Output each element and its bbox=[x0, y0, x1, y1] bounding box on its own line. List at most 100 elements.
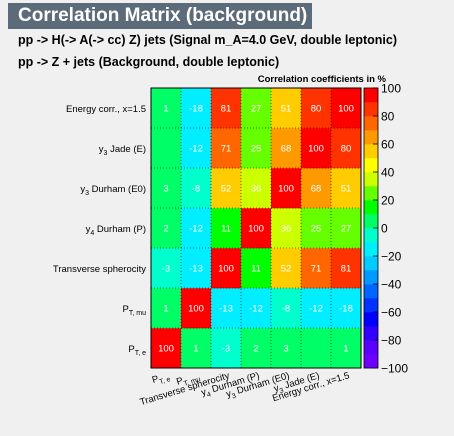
heatmap-cell bbox=[331, 208, 362, 249]
colorbar-segment bbox=[364, 130, 378, 145]
cell-value-label: 80 bbox=[311, 104, 322, 115]
heatmap-cell bbox=[301, 328, 332, 369]
cell-value-label: 81 bbox=[221, 104, 232, 115]
heatmap-cell bbox=[271, 168, 302, 209]
cell-value-label: 68 bbox=[311, 184, 322, 195]
cell-value-label: 1 bbox=[193, 344, 198, 355]
colorbar-segment bbox=[364, 172, 378, 187]
colorbar-segment bbox=[364, 88, 378, 103]
colorbar-segment bbox=[364, 102, 378, 117]
cell-value-label: 2 bbox=[163, 224, 168, 235]
heatmap-cell bbox=[301, 248, 332, 289]
heatmap-cell bbox=[211, 248, 242, 289]
heatmap-cell bbox=[151, 248, 182, 289]
cell-value-label: 100 bbox=[248, 224, 264, 235]
cell-value-label: 11 bbox=[251, 264, 261, 275]
cell-value-label: 81 bbox=[341, 264, 352, 275]
heatmap-cell bbox=[181, 128, 212, 169]
heatmap-cell bbox=[301, 288, 332, 329]
heatmap-cell bbox=[181, 288, 212, 329]
page-title: Correlation Matrix (background) bbox=[8, 3, 312, 29]
heatmap-cell bbox=[271, 128, 302, 169]
cell-value-label: 3 bbox=[163, 184, 168, 195]
heatmap-cell bbox=[241, 328, 272, 369]
heatmap-cell bbox=[181, 168, 212, 209]
heatmap-cell bbox=[271, 328, 302, 369]
cell-value-label: 100 bbox=[218, 264, 234, 275]
heatmap-cell bbox=[331, 248, 362, 289]
colorbar-tick-label: 80 bbox=[381, 110, 395, 124]
colorbar-segment bbox=[364, 256, 378, 271]
colorbar-segment bbox=[364, 284, 378, 299]
colorbar-segment bbox=[364, 298, 378, 313]
x-tick-label: PT, e​ bbox=[151, 370, 172, 388]
cell-value-label: 11 bbox=[221, 224, 231, 235]
heatmap-cell bbox=[331, 168, 362, 209]
heatmap-cell bbox=[181, 208, 212, 249]
heatmap-cell bbox=[241, 208, 272, 249]
heatmap-cell bbox=[271, 248, 302, 289]
heatmap-cell bbox=[271, 88, 302, 129]
cell-value-label: 52 bbox=[281, 264, 292, 275]
cell-value-label: 25 bbox=[251, 144, 262, 155]
cell-value-label: 1 bbox=[163, 104, 168, 115]
cell-value-label: -12 bbox=[189, 224, 203, 235]
heatmap-cell bbox=[211, 288, 242, 329]
heatmap-cell bbox=[271, 288, 302, 329]
y-tick-label: y4​ Durham (P) bbox=[86, 224, 146, 237]
heatmap-cell bbox=[331, 328, 362, 369]
cell-value-label: -13 bbox=[219, 304, 233, 315]
background-description: pp -> Z + jets (Background, double lepto… bbox=[18, 55, 280, 69]
cell-value-label: -8 bbox=[192, 184, 200, 195]
cell-value-label: 51 bbox=[281, 104, 292, 115]
heatmap-cell bbox=[331, 288, 362, 329]
heatmap-cell bbox=[181, 88, 212, 129]
heatmap-cell bbox=[211, 168, 242, 209]
cell-value-label: 100 bbox=[278, 184, 294, 195]
colorbar-tick-label: −20 bbox=[381, 250, 402, 264]
colorbar-segment bbox=[364, 312, 378, 327]
heatmap-cell bbox=[301, 208, 332, 249]
heatmap-cell bbox=[151, 168, 182, 209]
heatmap-cell bbox=[241, 248, 272, 289]
colorbar-segment bbox=[364, 270, 378, 285]
heatmap-cell bbox=[151, 328, 182, 369]
colorbar-segment bbox=[364, 242, 378, 257]
heatmap-cell bbox=[301, 168, 332, 209]
cell-value-label: -3 bbox=[222, 344, 230, 355]
heatmap-cell bbox=[211, 128, 242, 169]
cell-value-label: 3 bbox=[283, 344, 288, 355]
colorbar-tick-label: 0 bbox=[381, 222, 388, 236]
colorbar-tick-label: −60 bbox=[381, 306, 402, 320]
heatmap-cell bbox=[211, 88, 242, 129]
cell-value-label: 100 bbox=[308, 144, 324, 155]
colorbar-tick-label: −80 bbox=[381, 334, 402, 348]
cell-value-label: 71 bbox=[221, 144, 232, 155]
heatmap-cell bbox=[151, 208, 182, 249]
heatmap-cell bbox=[331, 128, 362, 169]
colorbar-segment bbox=[364, 326, 378, 341]
cell-value-label: -12 bbox=[309, 304, 323, 315]
plot-frame bbox=[150, 87, 362, 369]
y-tick-label: PT, e​ bbox=[128, 344, 146, 357]
colorbar-tick-label: 40 bbox=[381, 166, 395, 180]
colorbar-tick-label: 100 bbox=[381, 82, 401, 96]
cell-value-label: 36 bbox=[251, 184, 262, 195]
colorbar-segment bbox=[364, 144, 378, 159]
signal-description: pp -> H(-> A(-> cc) Z) jets (Signal m_A=… bbox=[18, 33, 398, 47]
cell-value-label: 1 bbox=[163, 304, 168, 315]
cell-value-label: -3 bbox=[162, 264, 170, 275]
heatmap-cell bbox=[211, 328, 242, 369]
cell-value-label: 71 bbox=[311, 264, 322, 275]
colorbar-tick-label: −40 bbox=[381, 278, 402, 292]
cell-value-label: -8 bbox=[282, 304, 290, 315]
heatmap-cell bbox=[241, 128, 272, 169]
colorbar-segment bbox=[364, 200, 378, 215]
heatmap-cell bbox=[181, 328, 212, 369]
colorbar-segment bbox=[364, 116, 378, 131]
cell-value-label: 51 bbox=[341, 184, 352, 195]
colorbar-tick-label: −100 bbox=[381, 362, 408, 376]
colorbar-segment bbox=[364, 186, 378, 201]
colorbar-segment bbox=[364, 354, 378, 369]
